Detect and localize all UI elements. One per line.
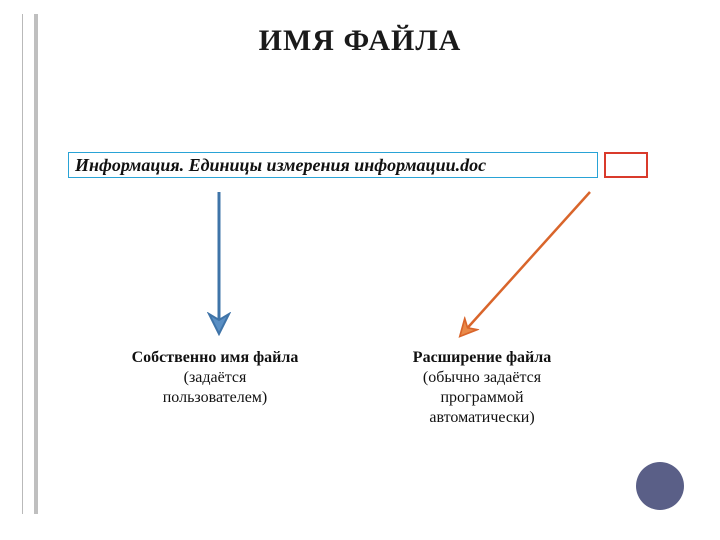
caption-filename: Собственно имя файла (задаётся пользоват… (130, 348, 300, 408)
caption-extension-regular: (обычно задаётся программой автоматическ… (392, 368, 572, 428)
filename-row: Информация. Единицы измерения информации… (68, 152, 650, 180)
left-thin-rule (22, 14, 23, 514)
slide: ИМЯ ФАЙЛА Информация. Единицы измерения … (0, 0, 720, 540)
left-accent-bar (34, 14, 38, 514)
extension-box (604, 152, 648, 178)
caption-filename-regular: (задаётся пользователем) (130, 368, 300, 408)
filename-text: Информация. Единицы измерения информации… (75, 155, 486, 176)
page-title: ИМЯ ФАЙЛА (0, 24, 720, 58)
filename-box: Информация. Единицы измерения информации… (68, 152, 598, 178)
caption-extension-bold: Расширение файла (392, 348, 572, 368)
caption-filename-bold: Собственно имя файла (130, 348, 300, 368)
arrow-diagonal-icon (462, 192, 590, 334)
caption-extension: Расширение файла (обычно задаётся програ… (392, 348, 572, 428)
corner-circle-icon (636, 462, 684, 510)
arrows-svg (0, 0, 720, 540)
